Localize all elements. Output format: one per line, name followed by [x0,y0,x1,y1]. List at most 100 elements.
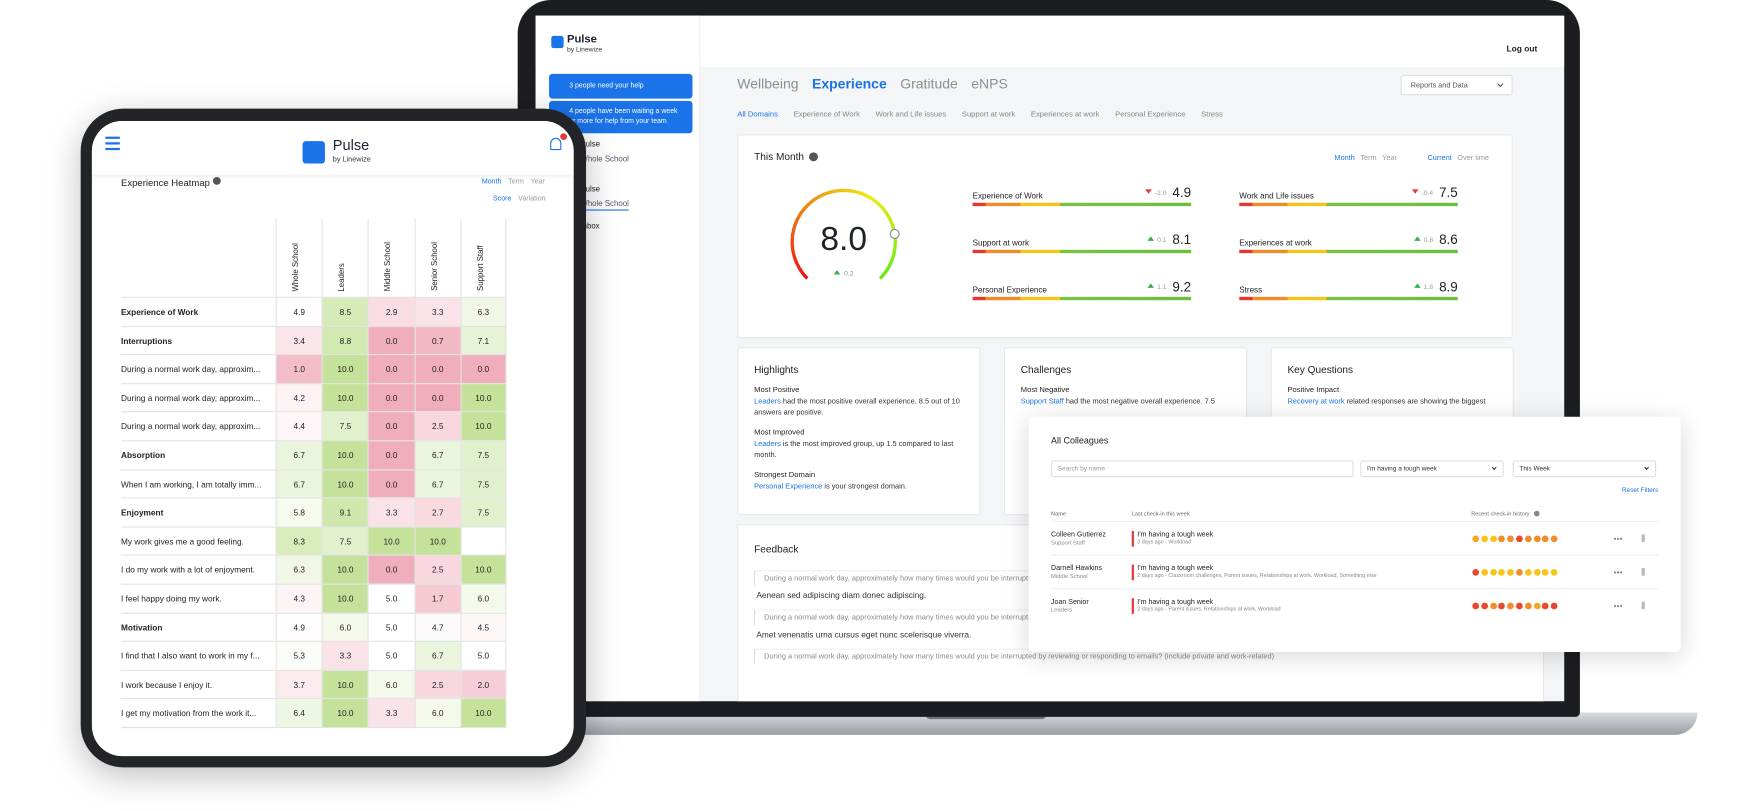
insight-body: Recovery at work related responses are s… [1287,397,1497,408]
reports-dropdown[interactable]: Reports and Data [1400,75,1513,96]
heatmap-cell: 10.0 [321,354,368,383]
period[interactable]: Term [508,178,524,186]
subtab[interactable]: Personal Experience [1115,110,1186,119]
domain-bar [1239,202,1458,206]
heatmap-cell: 7.5 [321,526,368,555]
period[interactable]: Year [530,178,545,186]
history-dot [1524,535,1532,543]
period[interactable]: Month [481,178,502,186]
heatmap-cell: 2.5 [414,411,461,441]
insight-item: Most Negative Support Staff had the most … [1021,385,1231,407]
sidebar-item[interactable]: Pulse [580,141,601,149]
mode[interactable]: Score [493,194,512,203]
tab[interactable]: eNPS [971,76,1008,92]
colleague-name[interactable]: Joan Senior [1051,598,1089,607]
gauge-score: 8.0 [820,220,868,258]
gauge-arc [847,188,853,193]
mode[interactable]: Variation [518,194,546,203]
bell[interactable] [550,137,562,151]
heatmap-cell: 5.0 [460,640,507,670]
info-icon [212,176,221,185]
colleague-name[interactable]: Darnell Hawkins [1051,564,1103,573]
heatmap-cell: 10.0 [460,382,507,412]
gauge-change: 0.2 [788,269,900,278]
domain: Experience of Work 4.9 -2.0 [972,183,1192,210]
tab[interactable]: Wellbeing [737,76,799,92]
mode[interactable]: Over time [1457,154,1489,163]
more-menu[interactable] [1613,537,1623,540]
domain-name: Personal Experience [972,284,1047,295]
gauge-arc [862,192,869,198]
column-header: Leaders [321,218,368,297]
reset-filters[interactable]: Reset Filters [1621,487,1659,495]
alert-button[interactable]: 4 people have been waiting a week or mor… [549,100,693,134]
insight-link[interactable]: Leaders [754,440,781,449]
heatmap-cell: 2.5 [414,669,461,699]
history-dot [1489,569,1497,576]
reports-label: Reports and Data [1410,81,1468,90]
filter-select[interactable]: This Week [1512,460,1657,478]
insight-body: Leaders is the most improved group, up 1… [754,439,964,461]
row-label: I find that I also want to work in my f.… [121,640,276,670]
domain-bar [972,249,1192,253]
heatmap-cell: 0.0 [367,382,415,412]
subtab[interactable]: Stress [1201,110,1223,119]
subtab[interactable]: All Domains [737,110,778,119]
column-header: Name [1051,510,1066,518]
subtab[interactable]: Support at work [961,110,1016,119]
brand-byline: by Linewize [566,47,603,54]
sidebar-item[interactable]: Pulse [580,185,601,194]
gauge-arc [884,210,890,217]
period[interactable]: Year [1382,154,1397,163]
heatmap-cell: 10.0 [321,583,368,613]
subtab[interactable]: Experiences at work [1030,110,1100,119]
insight-link[interactable]: Leaders [754,397,781,406]
pin[interactable] [1641,567,1645,576]
card-title: Feedback [754,543,799,555]
heatmap-cell: 0.0 [367,468,415,498]
sidebar-item[interactable]: Whole School [580,155,629,164]
status-detail: 3 days ago - Workload [1137,539,1191,546]
heatmap-cell: 7.1 [460,325,507,355]
colleague-name[interactable]: Colleen Gutierrez [1051,530,1106,539]
status: I'm having a tough week [1137,598,1214,607]
insight-item: Most Improved Leaders is the most improve… [754,428,964,462]
period[interactable]: Month [1334,154,1355,163]
heatmap-cell: 6.0 [367,669,415,699]
tablet-header [91,120,574,175]
insight-link[interactable]: Personal Experience [754,482,823,491]
alert-button[interactable]: 3 people need your help [549,73,693,99]
search-input[interactable]: Search by name [1051,460,1354,478]
period[interactable]: Term [1360,154,1377,163]
history-dot [1472,602,1480,610]
pin[interactable] [1641,601,1645,610]
more-menu[interactable] [1613,571,1623,574]
insight-body: Leaders had the most positive overall ex… [754,397,964,419]
mode[interactable]: Current [1427,154,1452,163]
heatmap-cell [460,526,507,555]
tab[interactable]: Gratitude [900,76,958,92]
gauge-arc [831,189,837,194]
insight-link[interactable]: Support Staff [1020,397,1064,406]
pin[interactable] [1641,534,1645,543]
heatmap-cell: 5.8 [275,497,322,527]
heatmap-cell: 10.0 [321,554,368,584]
subtab[interactable]: Experience of Work [793,110,860,119]
history-dot [1507,602,1515,610]
heatmap-cell: 3.3 [321,640,368,670]
more-menu[interactable] [1613,604,1623,608]
filter-select[interactable]: I'm having a tough week [1360,460,1504,478]
gauge-arc [888,261,893,267]
logout[interactable]: Log out [1506,43,1538,54]
heatmap-cell: 6.3 [275,554,322,584]
brand-name: Pulse [332,136,370,154]
domain: Work and Life issues 7.5 -0.4 [1239,183,1458,210]
gauge-arc [881,207,887,213]
row-label: During a normal work day, approxim... [121,382,276,412]
subtab[interactable]: Work and Life issues [875,110,947,119]
sidebar-item[interactable]: Inbox [580,222,600,231]
sidebar-item[interactable]: Whole School [580,201,629,211]
history-dot [1498,569,1506,576]
insight-link[interactable]: Recovery at work [1287,397,1345,406]
tab[interactable]: Experience [811,76,887,92]
